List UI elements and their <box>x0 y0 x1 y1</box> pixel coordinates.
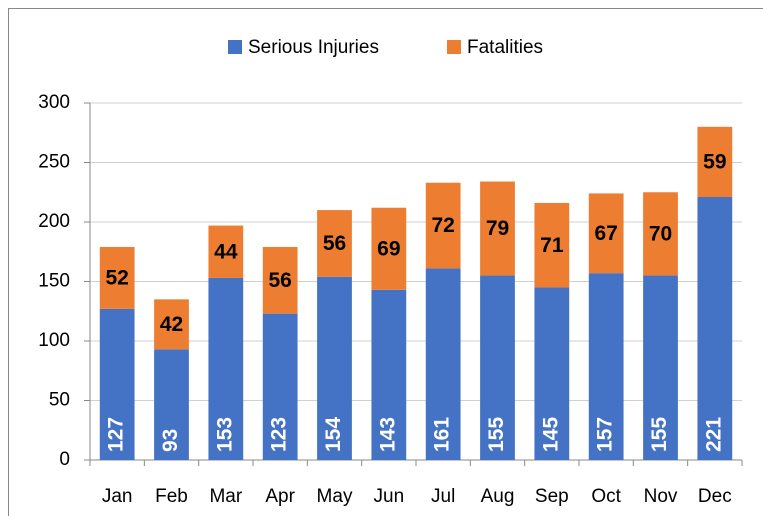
data-label: 155 <box>485 417 508 452</box>
y-tick-label: 300 <box>38 92 70 113</box>
data-label: 72 <box>431 214 454 237</box>
bar-segment <box>262 313 298 460</box>
bar-segment <box>643 275 678 460</box>
y-tick-label: 250 <box>38 152 70 173</box>
data-label: 127 <box>105 417 128 452</box>
x-tick-label: May <box>317 486 353 507</box>
y-tick-label: 0 <box>59 449 70 470</box>
bar-segment <box>317 210 352 277</box>
x-tick-label: Jul <box>431 486 455 507</box>
data-label: 153 <box>213 417 236 452</box>
data-label: 56 <box>268 269 291 292</box>
data-label: 42 <box>160 313 183 336</box>
data-label: 70 <box>649 222 672 245</box>
bar-segment <box>425 182 461 269</box>
y-tick-label: 50 <box>49 390 70 411</box>
bar-segment <box>371 289 407 460</box>
data-label: 143 <box>376 417 399 452</box>
data-label: 59 <box>703 150 726 173</box>
legend-label: Fatalities <box>467 37 543 58</box>
data-label: 123 <box>268 417 291 452</box>
data-label: 155 <box>648 417 671 452</box>
bar-segment <box>317 276 352 460</box>
bar-segment <box>262 246 298 314</box>
bar-segment <box>99 246 135 309</box>
data-label: 69 <box>377 237 400 260</box>
legend-swatch <box>228 40 242 54</box>
data-label: 56 <box>323 232 346 255</box>
data-label: 79 <box>486 217 509 240</box>
bar-segment <box>588 273 624 460</box>
x-tick-label: Dec <box>698 486 732 507</box>
data-label: 71 <box>540 234 564 257</box>
x-tick-label: Feb <box>155 486 188 507</box>
x-tick-label: Jun <box>374 486 405 507</box>
legend-swatch <box>447 40 461 54</box>
data-label: 161 <box>431 417 454 452</box>
data-label: 157 <box>594 417 617 452</box>
bar-segment <box>208 225 244 278</box>
y-tick-label: 200 <box>38 211 70 232</box>
bar-segment <box>588 193 624 274</box>
data-label: 221 <box>702 417 725 452</box>
x-tick-label: Nov <box>644 486 678 507</box>
x-tick-label: Sep <box>535 486 569 507</box>
data-label: 44 <box>214 240 238 263</box>
chart-border <box>8 8 763 516</box>
x-tick-label: Mar <box>209 486 242 507</box>
data-label: 93 <box>159 429 182 452</box>
data-label: 67 <box>594 222 617 245</box>
x-tick-label: Apr <box>265 486 295 507</box>
bar-segment <box>480 275 515 460</box>
bar-segment <box>208 277 244 460</box>
x-tick-label: Jan <box>102 486 133 507</box>
bar-segment <box>154 299 189 350</box>
data-label: 145 <box>539 417 562 452</box>
y-tick-label: 150 <box>38 271 70 292</box>
legend-label: Serious Injuries <box>248 37 379 58</box>
x-tick-label: Oct <box>591 486 621 507</box>
data-label: 52 <box>105 266 128 289</box>
bar-segment <box>480 181 515 276</box>
y-tick-label: 100 <box>38 330 70 351</box>
bar-segment <box>371 207 407 290</box>
bar-segment <box>697 126 733 198</box>
bar-segment <box>697 197 733 460</box>
bar-segment <box>99 308 135 460</box>
bar-segment <box>154 349 189 460</box>
bar-segment <box>425 268 461 460</box>
data-label: 154 <box>322 417 345 452</box>
x-tick-label: Aug <box>481 486 515 507</box>
bar-segment <box>534 287 570 460</box>
bar-segment <box>643 192 678 276</box>
bar-segment <box>534 202 570 288</box>
